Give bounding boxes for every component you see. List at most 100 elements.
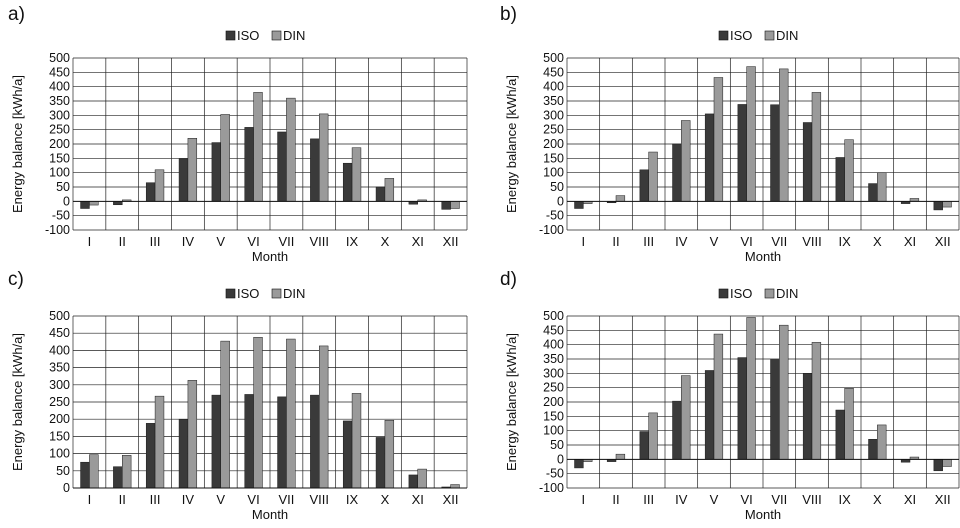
bar-iso-IX: [835, 157, 845, 202]
bar-din-XII: [942, 201, 952, 208]
x-tick-label: X: [873, 234, 882, 249]
x-tick-label: IX: [839, 492, 852, 507]
x-tick-label: IV: [182, 234, 195, 249]
bar-din-VI: [746, 66, 756, 202]
bar-iso-VIII: [802, 373, 813, 460]
bar-din-IV: [187, 380, 198, 489]
bar-din-XII: [450, 484, 460, 489]
bar-iso-VIII: [310, 138, 320, 202]
bar-iso-III: [145, 182, 156, 202]
bar-iso-II: [113, 466, 123, 489]
x-tick-label: IV: [182, 492, 195, 507]
bar-iso-VI: [244, 127, 254, 202]
y-tick-label: 250: [49, 395, 70, 409]
bar-din-IV: [681, 375, 691, 460]
chart-panel-d: d) ISO DIN -100-500501001502002503003504004…: [500, 269, 960, 522]
y-tick-label: 450: [49, 65, 70, 79]
bar-din-I: [89, 201, 99, 206]
legend-swatch-din: [271, 288, 282, 299]
bar-din-VII: [286, 97, 296, 202]
y-tick-label: 350: [49, 361, 70, 375]
bar-din-X: [877, 424, 887, 460]
bar-din-I: [89, 454, 99, 489]
y-tick-label: -100: [45, 223, 70, 237]
y-tick-label: 0: [557, 194, 564, 208]
x-tick-label: X: [381, 234, 390, 249]
chart-panel-a: a) ISO DIN -100-500501001502002503003504004…: [8, 4, 468, 264]
y-tick-label: 200: [543, 137, 564, 151]
x-tick-label: IX: [839, 234, 852, 249]
x-tick-label: V: [710, 492, 719, 507]
y-tick-label: 400: [49, 343, 70, 357]
x-tick-label: XII: [443, 234, 459, 249]
x-tick-label: VI: [247, 234, 259, 249]
x-tick-label: VI: [741, 234, 753, 249]
x-axis-title: Month: [252, 507, 288, 522]
x-tick-label: I: [88, 234, 92, 249]
y-tick-label: -100: [539, 223, 564, 237]
y-tick-label: 250: [543, 381, 564, 395]
bar-din-VI: [746, 317, 756, 460]
bar-iso-IV: [178, 418, 189, 489]
legend-swatch-iso: [718, 30, 729, 41]
panel-label: a): [8, 4, 25, 25]
x-tick-label: V: [216, 234, 225, 249]
y-tick-label: 500: [49, 51, 70, 65]
y-tick-label: 50: [56, 180, 70, 194]
bar-iso-III: [145, 423, 156, 489]
bar-iso-XII: [441, 201, 451, 210]
y-tick-label: -50: [546, 467, 564, 481]
y-tick-label: -50: [546, 209, 564, 223]
bar-din-X: [877, 172, 887, 202]
x-tick-label: X: [381, 492, 390, 507]
y-tick-label: 0: [63, 194, 70, 208]
legend-swatch-iso: [225, 30, 236, 41]
y-tick-label: 200: [49, 137, 70, 151]
legend-label-din: DIN: [283, 286, 305, 301]
y-tick-label: 100: [49, 166, 70, 180]
x-tick-label: VIII: [802, 234, 822, 249]
x-tick-label: II: [612, 234, 619, 249]
bar-iso-VIII: [310, 394, 320, 489]
x-tick-label: VIII: [309, 492, 329, 507]
y-tick-label: 0: [557, 452, 564, 466]
bar-iso-V: [704, 370, 715, 460]
y-tick-label: 450: [543, 65, 564, 79]
panel-label: c): [8, 269, 24, 290]
x-tick-label: I: [582, 492, 586, 507]
bar-din-VIII: [811, 92, 822, 202]
bar-din-VII: [779, 68, 789, 202]
bar-iso-VII: [770, 359, 780, 460]
y-tick-label: 150: [543, 151, 564, 165]
legend-label-iso: ISO: [730, 28, 752, 43]
bar-din-III: [648, 151, 658, 202]
x-axis-title: Month: [745, 507, 781, 522]
bar-iso-VII: [277, 131, 287, 202]
x-tick-label: V: [710, 234, 719, 249]
y-tick-label: 0: [63, 481, 70, 495]
bar-iso-IX: [342, 420, 353, 489]
y-tick-label: 400: [49, 80, 70, 94]
y-tick-label: 500: [49, 309, 70, 323]
x-tick-label: III: [150, 492, 161, 507]
bar-din-VIII: [319, 113, 329, 202]
bar-din-VII: [779, 324, 789, 460]
bar-din-IV: [681, 120, 691, 202]
bar-din-III: [154, 395, 165, 489]
x-tick-label: VIII: [802, 492, 822, 507]
bar-iso-II: [113, 201, 123, 206]
y-tick-label: 50: [550, 438, 564, 452]
y-tick-label: 300: [543, 366, 564, 380]
bar-din-IX: [351, 147, 362, 202]
y-tick-label: 100: [543, 424, 564, 438]
panel-label: d): [500, 269, 517, 290]
bar-iso-XI: [408, 474, 419, 489]
x-tick-label: XI: [904, 492, 916, 507]
bar-iso-VII: [770, 104, 780, 202]
legend-label-din: DIN: [283, 28, 305, 43]
bar-din-V: [713, 77, 724, 202]
y-tick-label: 500: [543, 51, 564, 65]
bar-iso-III: [639, 169, 649, 202]
